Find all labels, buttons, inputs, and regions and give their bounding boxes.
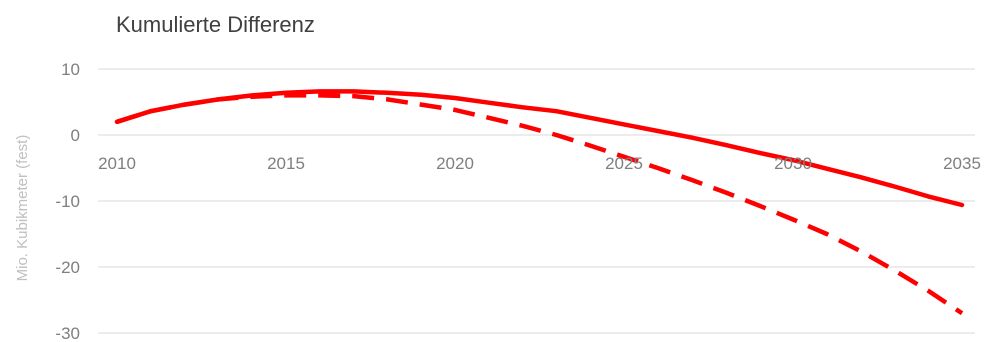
x-tick-label: 2035: [943, 154, 981, 173]
y-tick-label: 0: [71, 126, 80, 145]
y-tick-label: 10: [61, 60, 80, 79]
y-tick-label: -20: [55, 258, 80, 277]
grid-lines: [98, 68, 975, 334]
x-tick-label: 2020: [436, 154, 474, 173]
data-series: [114, 89, 965, 316]
x-tick-label: 2025: [605, 154, 643, 173]
chart-title: Kumulierte Differenz: [116, 12, 315, 37]
y-axis-label: Mio. Kubikmeter (fest): [14, 135, 31, 282]
x-tick-label: 2010: [98, 154, 136, 173]
series-line-dashed: [116, 93, 964, 316]
y-tick-label: -10: [55, 192, 80, 211]
y-tick-labels: 10 0 -10 -20 -30: [55, 60, 80, 342]
x-tick-label: 2015: [267, 154, 305, 173]
x-tick-label: 2030: [774, 154, 812, 173]
x-tick-labels: 2010 2015 2020 2025 2030 2035: [98, 154, 981, 173]
series-line-solid: [114, 89, 965, 208]
y-tick-label: -30: [55, 324, 80, 342]
